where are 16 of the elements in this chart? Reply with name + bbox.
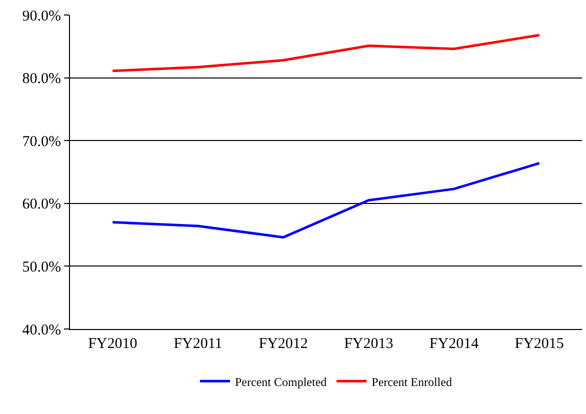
legend-label: Percent Completed (235, 374, 327, 389)
y-tick-label: 70.0% (22, 134, 61, 150)
x-tick-label: FY2015 (514, 336, 564, 352)
x-tick-label: FY2011 (174, 336, 222, 352)
y-tick-label: 80.0% (22, 71, 61, 88)
y-tick-label: 50.0% (22, 259, 61, 276)
x-tick-label: FY2012 (258, 336, 308, 352)
x-tick-label: FY2010 (88, 336, 138, 352)
y-tick-label: 60.0% (22, 196, 61, 213)
x-tick-label: FY2013 (344, 336, 394, 352)
line-series (111, 162, 541, 239)
legend-label: Percent Enrolled (372, 374, 452, 389)
line-series (111, 34, 541, 72)
x-tick-label: FY2014 (429, 336, 480, 352)
y-tick-label: 90.0% (22, 8, 61, 24)
y-tick-label: 40.0% (22, 322, 61, 338)
